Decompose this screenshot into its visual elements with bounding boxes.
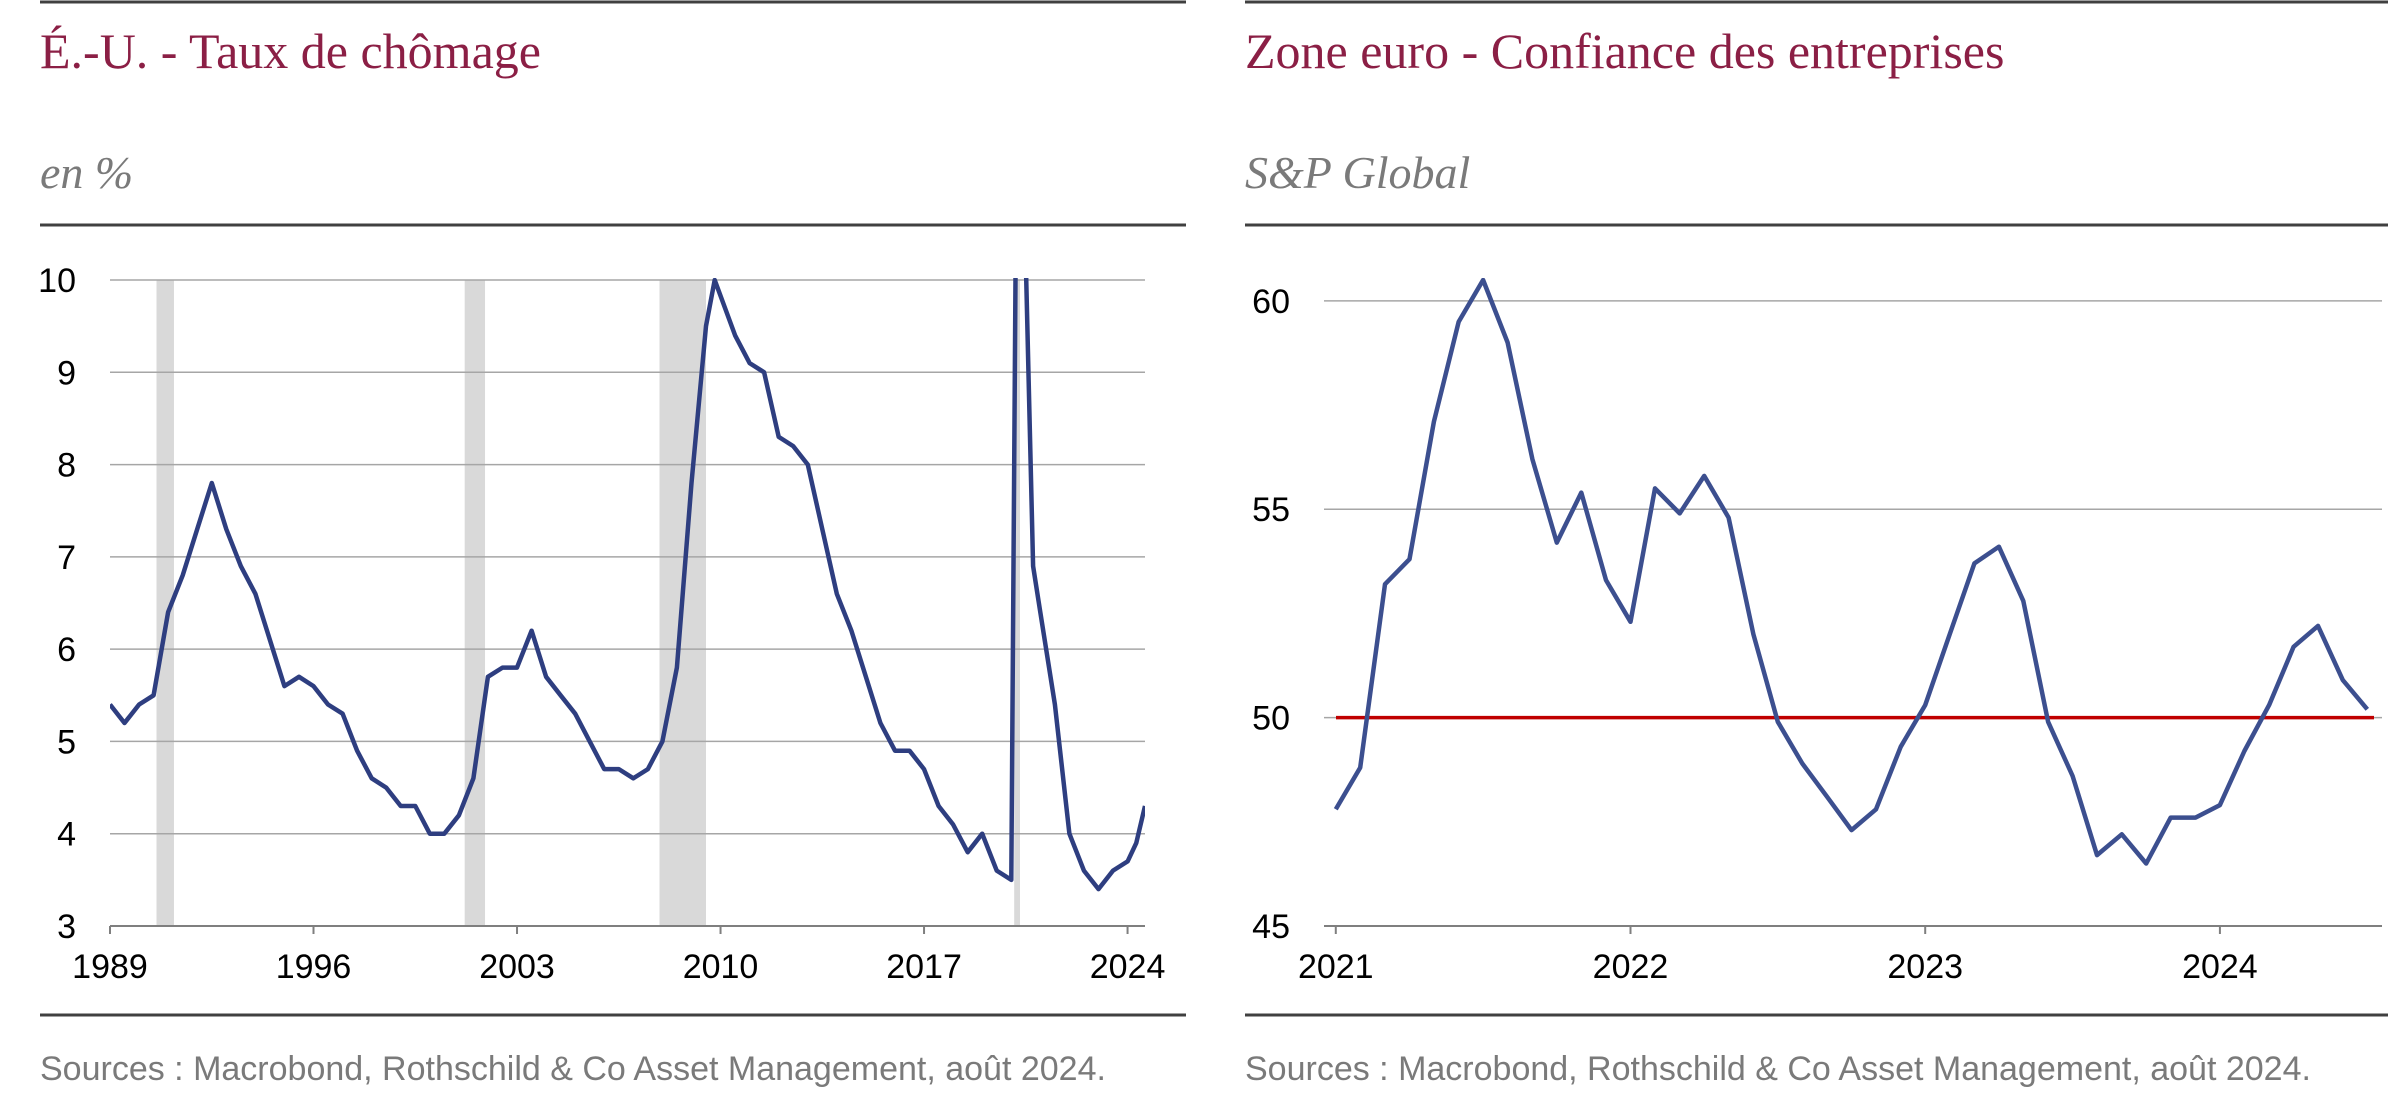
line [1333, 278, 2370, 866]
chart-title: Zone euro - Confiance des entreprises [1245, 23, 2004, 79]
y-tick-label: 9 [57, 354, 76, 392]
y-tick-label: 50 [1252, 700, 1290, 738]
subtitle: en % [40, 147, 133, 198]
y-tick-label: 3 [57, 908, 76, 946]
x-tick-label: 2021 [1298, 948, 1374, 986]
source: Sources : Macrobond, Rothschild & Co Ass… [40, 1050, 1106, 1088]
x-tick-label: 2022 [1593, 948, 1669, 986]
x-tick-label: 1996 [276, 948, 352, 986]
subtitle: S&P Global [1245, 147, 1470, 198]
y-tick-label: 45 [1252, 908, 1290, 946]
line [110, 278, 1145, 892]
y-tick-label: 7 [57, 539, 76, 577]
y-tick-label: 60 [1252, 283, 1290, 321]
y-tick-label: 5 [57, 723, 76, 761]
y-tick-label: 4 [57, 816, 76, 854]
y-tick-label: 55 [1252, 491, 1290, 529]
x-tick-label: 2024 [2182, 948, 2258, 986]
recession [464, 280, 486, 926]
recession [156, 280, 174, 926]
recession [1014, 280, 1020, 926]
y-tick-label: 10 [38, 262, 76, 300]
source: Sources : Macrobond, Rothschild & Co Ass… [1245, 1050, 2311, 1088]
x-tick-label: 2023 [1887, 948, 1963, 986]
x-tick-label: 2024 [1090, 948, 1166, 986]
y-tick-label: 6 [57, 631, 76, 669]
x-tick-label: 2017 [886, 948, 962, 986]
chart-title: É.-U. - Taux de chômage [40, 23, 541, 79]
x-tick-label: 2010 [683, 948, 759, 986]
x-tick-label: 1989 [72, 948, 148, 986]
y-tick-label: 8 [57, 447, 76, 485]
x-tick-label: 2003 [479, 948, 555, 986]
